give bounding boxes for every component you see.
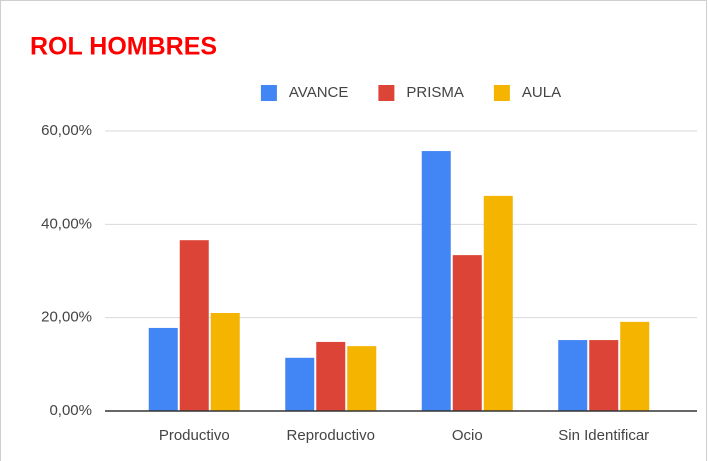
bar bbox=[558, 340, 588, 411]
bar bbox=[347, 346, 377, 411]
legend-swatch bbox=[493, 85, 510, 101]
bar bbox=[148, 327, 178, 411]
legend-label: AVANCE bbox=[289, 84, 348, 101]
bar bbox=[620, 321, 650, 411]
y-tick-label: 0,00% bbox=[49, 402, 92, 419]
bar bbox=[285, 357, 315, 411]
bar bbox=[452, 255, 482, 411]
x-tick-label: Productivo bbox=[159, 427, 230, 444]
y-tick-label: 20,00% bbox=[41, 309, 92, 326]
legend-label: AULA bbox=[522, 84, 561, 101]
x-tick-label: Reproductivo bbox=[287, 427, 375, 444]
y-tick-label: 40,00% bbox=[41, 215, 92, 232]
legend-swatch bbox=[260, 85, 277, 101]
legend-swatch bbox=[378, 85, 395, 101]
bar bbox=[589, 340, 619, 411]
bar bbox=[316, 341, 346, 411]
x-tick-label: Ocio bbox=[452, 427, 483, 444]
legend-label: PRISMA bbox=[406, 84, 464, 101]
bar bbox=[210, 313, 240, 411]
x-tick-label: Sin Identificar bbox=[558, 427, 649, 444]
bar bbox=[483, 195, 513, 411]
y-tick-label: 60,00% bbox=[41, 122, 92, 139]
chart-title: ROL HOMBRES bbox=[30, 33, 217, 61]
bar bbox=[421, 151, 451, 412]
bar bbox=[179, 240, 209, 411]
